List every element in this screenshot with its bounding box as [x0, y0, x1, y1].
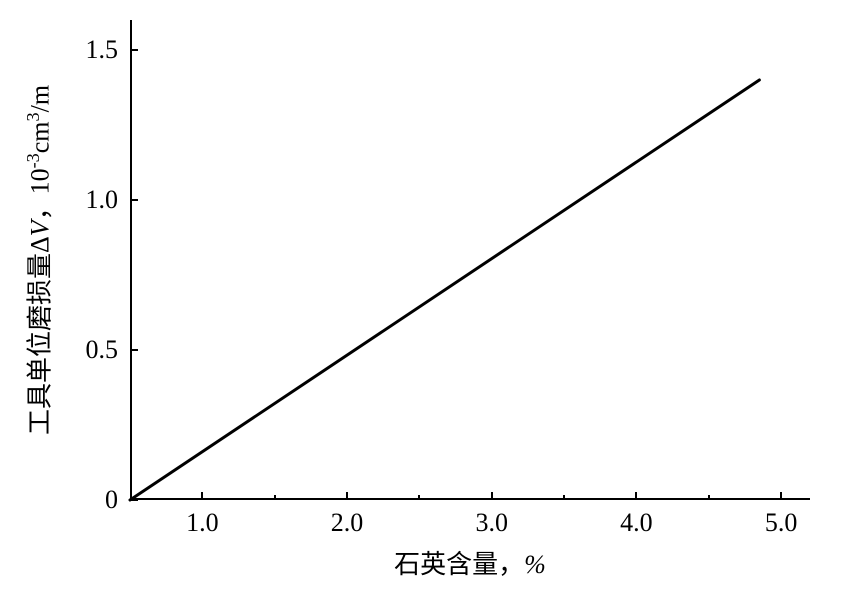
y-tick	[130, 49, 138, 51]
x-tick	[491, 492, 493, 500]
y-label-seg-1: V	[26, 220, 55, 236]
x-tick-label: 3.0	[475, 508, 508, 538]
y-label-seg-5: 3	[23, 112, 43, 121]
y-tick	[130, 199, 138, 201]
x-tick	[201, 492, 203, 500]
x-tick-label: 4.0	[620, 508, 653, 538]
y-tick-label: 1.5	[0, 35, 118, 65]
chart-container: 0 0.5 1.0 1.5 1.0 2.0 3.0 4.0 5.0 工具单位磨损量ΔV，10-…	[0, 0, 849, 606]
x-label-seg-1: %	[524, 550, 546, 579]
y-tick	[130, 499, 138, 501]
x-tick-label: 5.0	[765, 508, 798, 538]
x-axis-label: 石英含量，%	[394, 544, 546, 581]
y-label-seg-3: -3	[23, 153, 43, 168]
x-tick	[635, 492, 637, 500]
y-label-seg-2: ，10	[26, 168, 55, 220]
x-tick-minor	[274, 495, 276, 500]
y-label-seg-6: /m	[26, 85, 55, 112]
y-tick-label: 0.5	[0, 335, 118, 365]
x-tick	[780, 492, 782, 500]
y-label-seg-4: cm	[26, 121, 55, 153]
x-tick-label: 2.0	[331, 508, 364, 538]
x-tick-minor	[708, 495, 710, 500]
y-tick	[130, 349, 138, 351]
y-axis-label: 工具单位磨损量ΔV，10-3cm3/m	[20, 85, 57, 435]
x-tick-minor	[418, 495, 420, 500]
plot-area	[130, 20, 810, 500]
y-tick-label: 1.0	[0, 185, 118, 215]
x-tick-label: 1.0	[186, 508, 219, 538]
y-label-seg-0: 工具单位磨损量Δ	[26, 236, 55, 435]
x-tick-minor	[563, 495, 565, 500]
x-tick	[346, 492, 348, 500]
y-tick-label: 0	[0, 485, 118, 515]
x-label-seg-0: 石英含量，	[394, 550, 524, 579]
